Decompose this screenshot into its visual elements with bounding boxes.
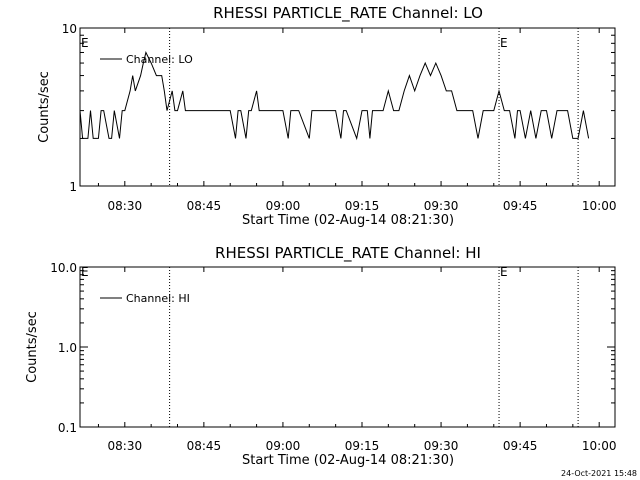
legend-label-hi: Channel: HI [126, 292, 190, 305]
x-tick-label: 09:30 [424, 199, 459, 213]
x-tick-label: 09:30 [424, 439, 459, 453]
x-axis-label-hi: Start Time (02-Aug-14 08:21:30) [242, 453, 454, 468]
y-tick-label-hi-1: 1.0 [58, 341, 77, 355]
x-tick-label: 08:30 [108, 439, 143, 453]
x-tick-label: 09:15 [345, 199, 380, 213]
chart-panel-hi: RHESSI PARTICLE_RATE Channel: HI Counts/… [25, 244, 616, 468]
y-tick-label-lo-1: 1 [69, 180, 77, 194]
y-axis-label-hi: Counts/sec [25, 311, 40, 383]
chart-title-lo: RHESSI PARTICLE_RATE Channel: LO [213, 4, 483, 23]
plot-frame-hi [79, 266, 616, 428]
series-line-lo [79, 51, 590, 141]
x-tick-label: 09:15 [345, 439, 380, 453]
x-tick-label: 09:00 [266, 199, 301, 213]
footer-timestamp: 24-Oct-2021 15:48 [561, 469, 637, 478]
x-tick-label: 08:45 [187, 439, 222, 453]
x-tick-label: 08:45 [187, 199, 222, 213]
annotation-e-hi-2: E [500, 265, 508, 279]
chart-title-hi: RHESSI PARTICLE_RATE Channel: HI [215, 244, 481, 263]
chart-panel-lo: RHESSI PARTICLE_RATE Channel: LO Counts/… [37, 4, 616, 228]
x-axis-label-lo: Start Time (02-Aug-14 08:21:30) [242, 213, 454, 228]
x-tick-label: 10:00 [582, 199, 617, 213]
x-tick-label: 10:00 [582, 439, 617, 453]
legend-label-lo: Channel: LO [126, 53, 193, 66]
x-tick-label: 09:45 [503, 199, 538, 213]
annotation-e-lo-2: E [500, 36, 508, 50]
y-tick-label-lo-10: 10 [62, 22, 77, 36]
chart-marks-lo: 08:30 08:45 09:00 09:15 09:30 09:45 10:00 [79, 27, 617, 213]
annotation-e-lo-1: E [81, 36, 89, 50]
x-tick-label: 09:00 [266, 439, 301, 453]
x-tick-label: 08:30 [108, 199, 143, 213]
plot-frame-lo [79, 27, 616, 187]
chart-marks-hi: 08:30 08:45 09:00 09:15 09:30 09:45 10:00 [80, 266, 617, 453]
y-tick-label-hi-10: 10.0 [50, 261, 77, 275]
annotation-e-hi-1: E [81, 265, 89, 279]
y-axis-label-lo: Counts/sec [37, 71, 52, 143]
x-tick-label: 09:45 [503, 439, 538, 453]
y-tick-label-hi-0-1: 0.1 [58, 421, 77, 435]
